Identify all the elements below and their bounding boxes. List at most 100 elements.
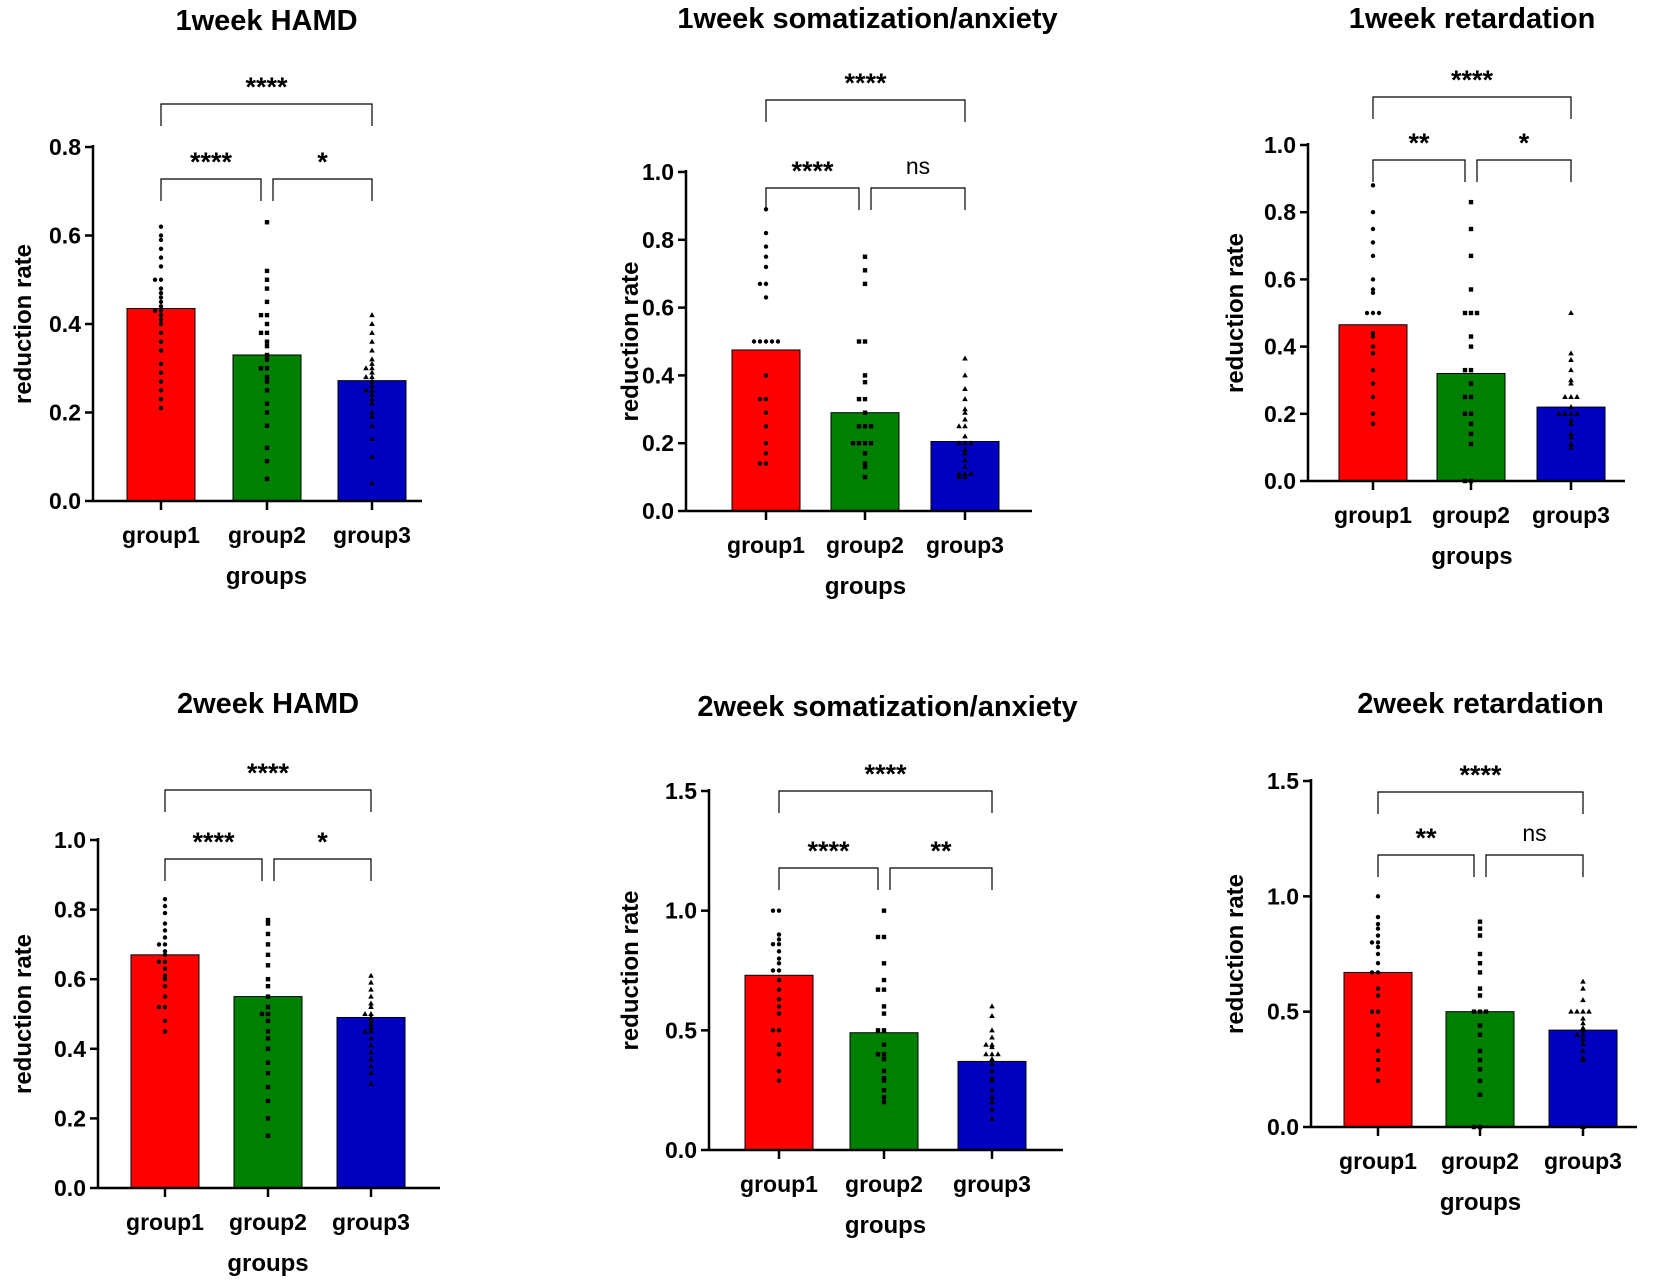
data-point	[369, 378, 375, 384]
data-point	[1462, 394, 1468, 400]
data-point	[265, 994, 271, 999]
data-point	[962, 372, 968, 378]
data-point	[862, 451, 868, 456]
data-point	[264, 343, 270, 349]
data-point	[368, 1063, 374, 1069]
y-tick-label: 1.5	[665, 778, 697, 804]
data-point	[369, 329, 375, 335]
y-tick-label: 0.0	[1267, 1114, 1299, 1140]
significance-label: ****	[1459, 760, 1502, 790]
data-point	[1586, 1008, 1592, 1014]
data-point	[1483, 1009, 1489, 1014]
data-point	[962, 474, 968, 480]
data-point	[158, 264, 164, 269]
data-point	[158, 361, 164, 367]
data-point	[362, 1028, 368, 1034]
x-tick-label: group2	[845, 1171, 923, 1197]
subplot-6: 2week retardation 0.0 0.5 1.0 1.5 group1 group…	[1222, 688, 1637, 1216]
data-point	[158, 286, 164, 291]
data-point	[1474, 310, 1480, 316]
y-tick-label: 1.0	[642, 159, 674, 185]
data-point	[158, 397, 164, 402]
data-point	[162, 1029, 168, 1034]
data-point	[763, 281, 769, 287]
data-point	[156, 942, 162, 947]
data-point	[1580, 1031, 1586, 1037]
data-point	[862, 424, 868, 429]
y-tick-label: 0.0	[665, 1137, 697, 1163]
y-tick-label: 0.4	[642, 362, 674, 388]
data-point	[259, 1011, 265, 1017]
data-point	[264, 423, 270, 428]
subplot-4: 2week HAMD 0.0 0.2 0.4 0.6 0.8 1.0 group1 group2…	[10, 688, 440, 1277]
data-point	[776, 1042, 782, 1047]
data-point	[369, 369, 375, 375]
x-tick-label: group3	[1532, 502, 1610, 528]
data-point	[1370, 351, 1376, 356]
significance-label: ****	[247, 758, 290, 788]
y-tick-label: 0.2	[642, 430, 674, 456]
data-point	[776, 1052, 782, 1057]
data-point	[776, 987, 782, 992]
data-point	[265, 1029, 271, 1034]
data-point	[1370, 310, 1376, 316]
data-point	[770, 1028, 776, 1033]
data-point	[1375, 921, 1381, 927]
significance-label: **	[930, 836, 952, 866]
data-point	[1370, 421, 1376, 427]
data-point	[265, 931, 271, 937]
data-point	[264, 379, 270, 384]
x-tick-label: group1	[122, 522, 200, 548]
data-point	[989, 1034, 995, 1040]
data-point	[763, 441, 769, 446]
data-point	[158, 308, 164, 313]
data-point	[962, 409, 968, 415]
subplot-3: 1week retardation 0.0 0.2 0.4 0.6 0.8 1.0 group…	[1222, 3, 1625, 570]
data-point	[1370, 394, 1376, 400]
data-point	[769, 339, 775, 344]
significance-label: ****	[192, 827, 235, 857]
data-point	[1462, 411, 1468, 416]
x-axis-label: groups	[1431, 543, 1512, 570]
x-tick-label: group3	[332, 1209, 410, 1235]
data-point	[763, 424, 769, 429]
data-point	[1375, 914, 1381, 920]
data-point	[1568, 367, 1574, 373]
data-point	[1375, 951, 1381, 957]
data-point	[989, 1012, 995, 1018]
data-point	[158, 317, 164, 322]
data-point	[368, 1014, 374, 1020]
data-point	[368, 986, 374, 992]
data-point	[264, 352, 270, 358]
data-point	[763, 244, 769, 249]
chart-title: 1week somatization/anxiety	[677, 3, 1057, 35]
data-point	[881, 1076, 887, 1081]
significance-bracket	[1476, 159, 1572, 182]
data-point	[158, 405, 164, 411]
significance-label: *	[1519, 128, 1530, 158]
data-point	[369, 413, 375, 419]
data-point	[989, 1003, 995, 1009]
bar-group1	[744, 974, 814, 1151]
data-point	[265, 1046, 271, 1051]
data-point	[1375, 1009, 1381, 1014]
data-point	[1568, 420, 1574, 426]
data-point	[776, 1028, 782, 1033]
data-point	[368, 972, 374, 978]
significance-label: ****	[190, 147, 233, 177]
data-point	[956, 440, 962, 446]
data-point	[265, 1060, 271, 1065]
data-point	[1477, 1057, 1483, 1063]
data-point	[962, 396, 968, 402]
data-point	[1468, 199, 1474, 205]
data-point	[1562, 410, 1568, 416]
data-point	[156, 959, 162, 964]
data-point	[1468, 287, 1474, 292]
data-point	[1477, 1023, 1483, 1028]
data-point	[1580, 1057, 1586, 1063]
data-point	[265, 977, 271, 982]
data-point	[158, 224, 164, 229]
data-point	[956, 470, 962, 476]
data-point	[264, 374, 270, 380]
data-point	[881, 1028, 887, 1033]
